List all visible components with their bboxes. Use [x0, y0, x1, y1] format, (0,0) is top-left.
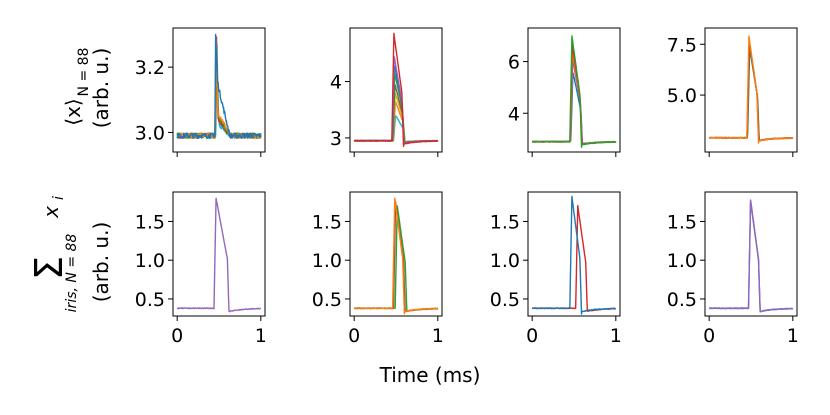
axes-frame-r2-c1: [172, 191, 266, 317]
series-line-r1-c4-2: [708, 40, 794, 142]
panel-r1-c3: 46: [508, 27, 621, 157]
series-line-r2-c2-3: [353, 205, 439, 313]
panel-r2-c2: 0.5 1.0 1.5 0 1: [312, 191, 444, 347]
x-tick-label-r2-c2-1: 0: [348, 325, 360, 347]
y-tick-label-r2-c3-2: 1.0: [490, 250, 520, 272]
row2-ylabel-x: x: [39, 206, 63, 219]
axes-frame-r1-c3: [527, 27, 621, 153]
row2-ylabel-units: (arb. u.): [89, 222, 113, 303]
row1-ylabel: ⟨x⟩ N = 88 (arb. u.): [61, 48, 113, 129]
row2-ylabel-sigma: Σ: [27, 256, 71, 280]
y-tick-label-r2-c3-3: 1.5: [490, 211, 520, 233]
series-line-r1-c1-1: [176, 33, 262, 139]
series-line-r2-c2-1: [353, 197, 439, 315]
x-axis-label: Time (ms): [379, 363, 481, 387]
y-tick-label-r1-c1-2: 3.2: [135, 57, 165, 79]
x-tick-label-r2-c4-1: 0: [703, 325, 715, 347]
row2-ylabel-subscript: iris, N = 88: [64, 234, 80, 313]
row1-ylabel-main: ⟨x⟩: [61, 98, 85, 125]
y-tick-label-r1-c3-1: 4: [508, 103, 520, 125]
series-line-r2-c3-1: [531, 195, 617, 315]
series-line-r1-c4-1: [708, 35, 794, 144]
y-tick-label-r2-c1-3: 1.5: [135, 211, 165, 233]
axes-frame-r1-c1: [172, 27, 266, 153]
y-tick-label-r2-c2-1: 0.5: [312, 289, 342, 311]
series-line-r1-c2-8: [353, 115, 439, 143]
row2-ylabel: Σ iris, N = 88 x i (arb. u.): [27, 196, 113, 312]
series-line-r1-c2-2: [353, 56, 439, 144]
panel-r1-c1: 3.0 3.2: [135, 27, 266, 157]
series-line-r2-c4-2: [708, 200, 794, 313]
axes-frame-r2-c3: [527, 191, 621, 317]
x-tick-label-r2-c3-1: 0: [526, 325, 538, 347]
series-line-r1-c4-4: [708, 47, 794, 142]
series-line-r1-c3-5: [531, 72, 617, 145]
panel-r1-c4: 5.0 7.5: [667, 27, 798, 157]
panel-r2-c4: 0.5 1.0 1.5 0 1: [667, 191, 799, 347]
y-tick-label-r2-c2-2: 1.0: [312, 250, 342, 272]
x-tick-label-r2-c2-2: 1: [432, 325, 444, 347]
axes-frame-r1-c2: [349, 27, 443, 153]
y-tick-label-r1-c4-2: 7.5: [667, 34, 697, 56]
row2-ylabel-x-sub: i: [51, 196, 67, 200]
y-tick-label-r1-c1-1: 3.0: [135, 122, 165, 144]
y-tick-label-r1-c3-2: 6: [508, 52, 520, 74]
y-tick-label-r2-c4-2: 1.0: [667, 250, 697, 272]
y-tick-label-r2-c2-3: 1.5: [312, 211, 342, 233]
series-line-r2-c4-1: [708, 199, 794, 313]
row1-ylabel-sub: N = 88: [76, 48, 92, 97]
y-tick-label-r2-c3-1: 0.5: [490, 289, 520, 311]
axes-frame-r2-c4: [704, 191, 798, 317]
panel-r2-c1: 0.5 1.0 1.5 0 1: [135, 191, 267, 347]
x-tick-label-r2-c1-1: 0: [171, 325, 183, 347]
y-tick-label-r1-c2-1: 3: [330, 128, 342, 150]
series-line-r1-c3-2: [531, 44, 617, 146]
y-tick-label-r1-c4-1: 5.0: [667, 85, 697, 107]
x-tick-label-r2-c1-2: 1: [255, 325, 267, 347]
series-line-r2-c1-1: [176, 197, 262, 313]
series-line-r1-c3-1: [531, 35, 617, 148]
series-line-r1-c3-4: [531, 58, 617, 146]
y-tick-label-r2-c1-1: 0.5: [135, 289, 165, 311]
series-line-r1-c2-7: [353, 101, 439, 143]
x-tick-label-r2-c3-2: 1: [610, 325, 622, 347]
y-tick-label-r1-c2-2: 4: [330, 72, 342, 94]
series-line-r2-c3-2: [531, 204, 617, 312]
axes-frame-r1-c4: [704, 27, 798, 153]
y-tick-label-r2-c1-2: 1.0: [135, 250, 165, 272]
panel-r2-c3: 0.5 1.0 1.5 0 1: [490, 191, 622, 347]
row1-ylabel-units: (arb. u.): [89, 48, 113, 129]
panel-r1-c2: 34: [330, 27, 443, 157]
axes-frame-r2-c2: [349, 191, 443, 317]
series-line-r1-c2-4: [353, 72, 439, 144]
series-line-r1-c2-1: [353, 32, 439, 148]
y-tick-label-r2-c4-1: 0.5: [667, 289, 697, 311]
x-tick-label-r2-c4-2: 1: [787, 325, 799, 347]
y-tick-label-r2-c4-3: 1.5: [667, 211, 697, 233]
